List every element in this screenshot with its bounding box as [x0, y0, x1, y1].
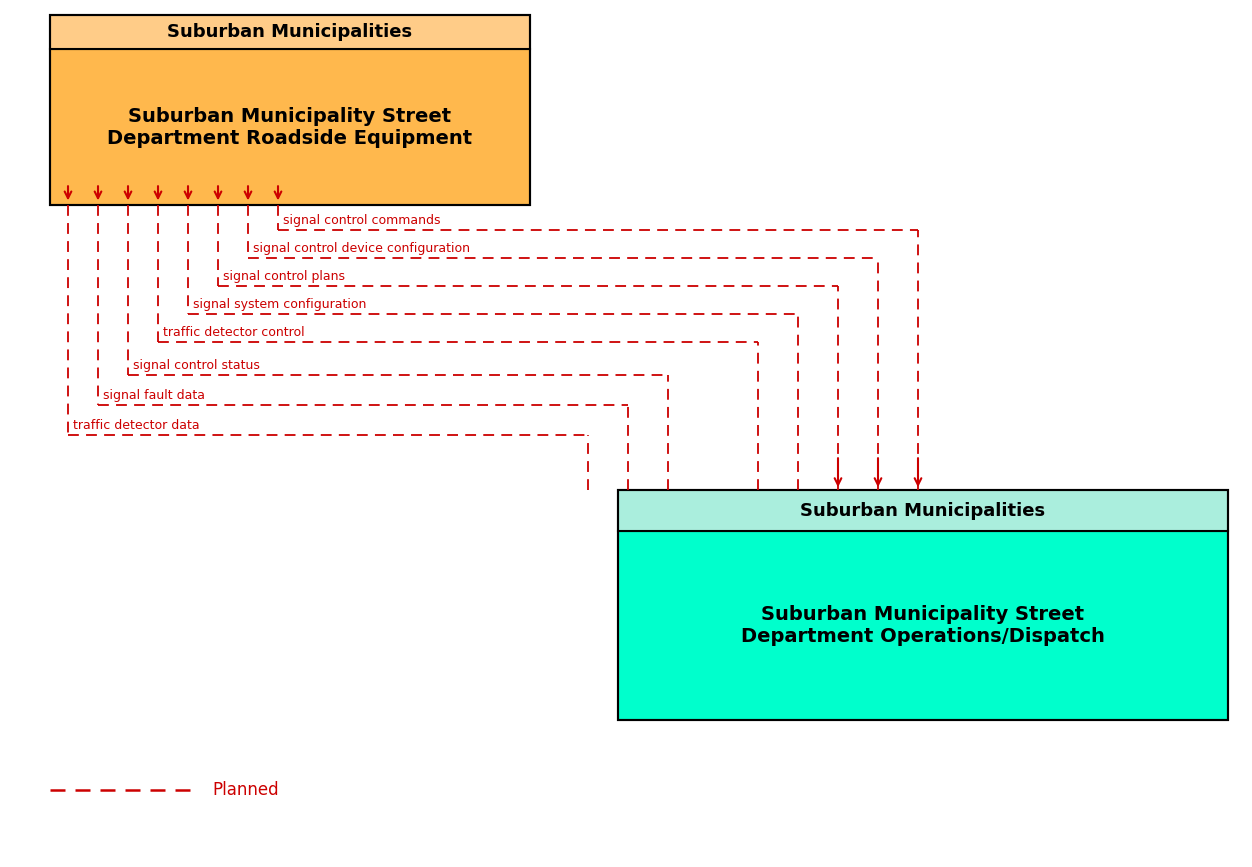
- Text: signal control commands: signal control commands: [283, 214, 441, 227]
- Text: Planned: Planned: [213, 781, 279, 799]
- Bar: [618, 531, 1228, 720]
- Bar: [618, 490, 1228, 720]
- Text: Suburban Municipalities: Suburban Municipalities: [168, 23, 413, 41]
- Text: signal control plans: signal control plans: [223, 271, 346, 284]
- Text: Suburban Municipality Street
Department Roadside Equipment: Suburban Municipality Street Department …: [108, 107, 472, 147]
- Text: Suburban Municipalities: Suburban Municipalities: [800, 502, 1045, 519]
- Text: Suburban Municipality Street
Department Operations/Dispatch: Suburban Municipality Street Department …: [741, 605, 1106, 646]
- Text: signal control device configuration: signal control device configuration: [253, 243, 470, 256]
- Bar: [50, 15, 530, 205]
- Text: traffic detector data: traffic detector data: [73, 420, 199, 433]
- Bar: [50, 15, 530, 49]
- Text: traffic detector control: traffic detector control: [163, 326, 304, 339]
- Bar: [618, 490, 1228, 531]
- Text: signal control status: signal control status: [133, 360, 260, 373]
- Bar: [50, 49, 530, 205]
- Text: signal fault data: signal fault data: [103, 389, 205, 402]
- Text: signal system configuration: signal system configuration: [193, 298, 367, 311]
